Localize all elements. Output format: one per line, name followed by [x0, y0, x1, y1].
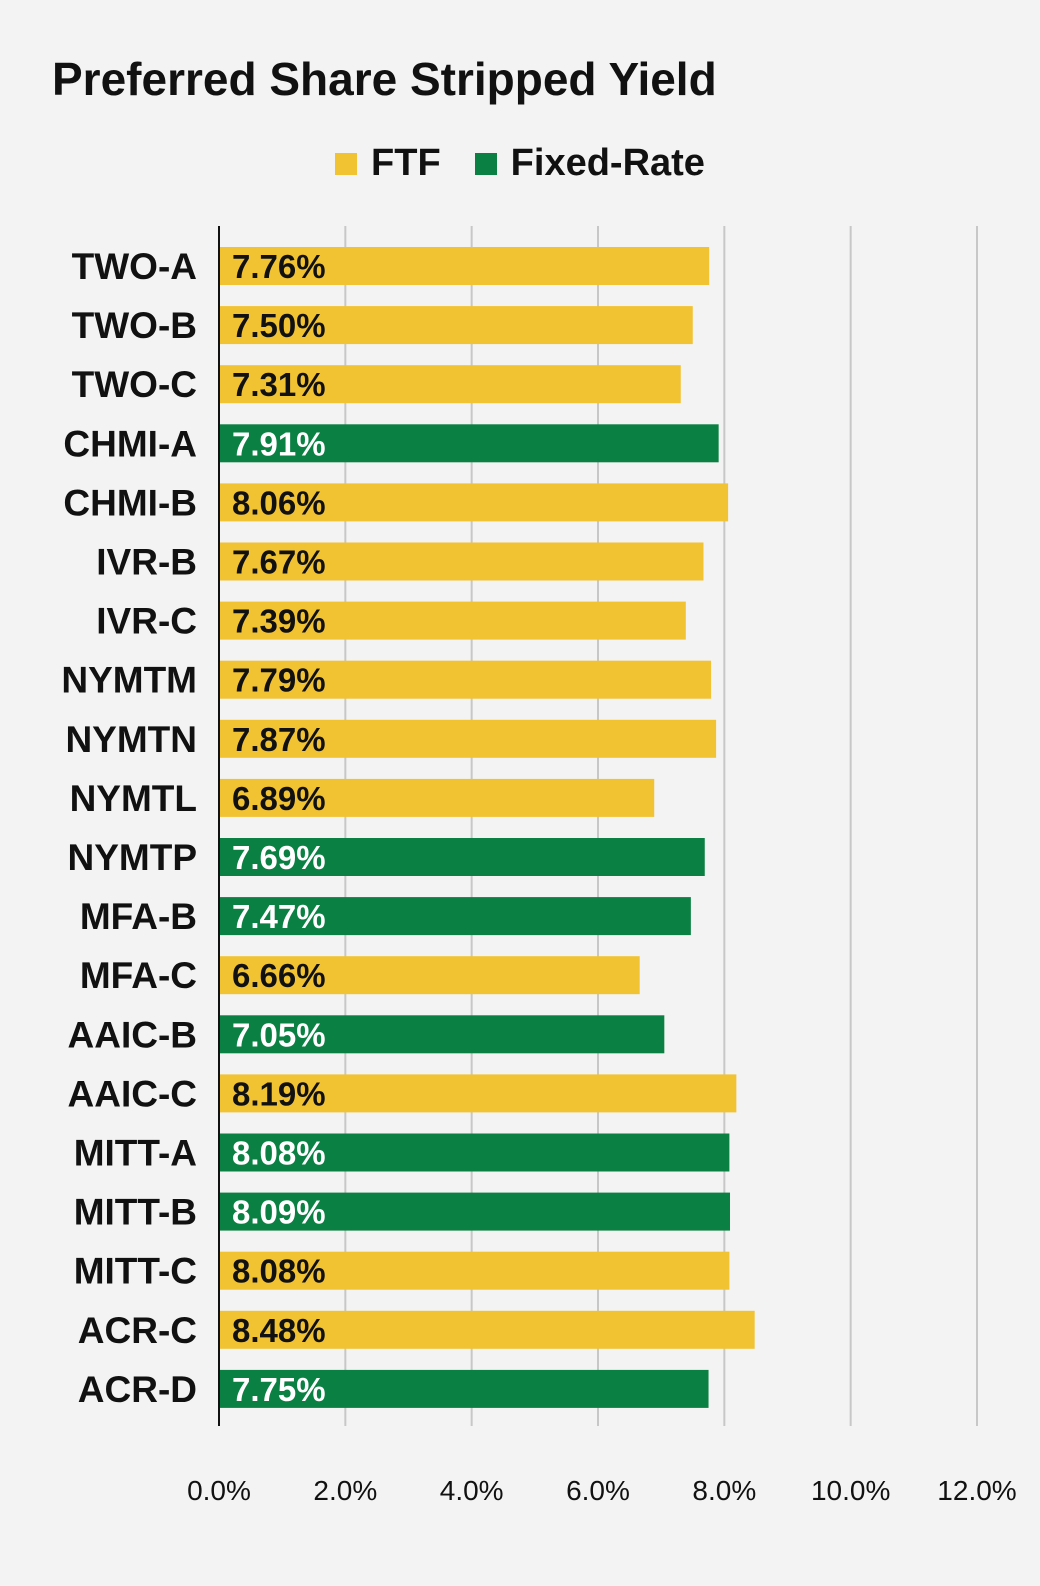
x-tick-label: 0.0%: [187, 1475, 251, 1506]
data-label: 8.48%: [232, 1312, 326, 1349]
data-label: 7.50%: [232, 307, 326, 344]
category-label: TWO-B: [72, 305, 197, 346]
x-tick-label: 6.0%: [566, 1475, 630, 1506]
data-label: 7.91%: [232, 425, 326, 462]
data-label: 7.79%: [232, 662, 326, 699]
bar: [219, 365, 681, 404]
legend: FTF Fixed-Rate: [0, 142, 1040, 185]
category-label: NYMTN: [65, 719, 197, 760]
category-label: TWO-C: [72, 364, 197, 405]
x-tick-label: 8.0%: [692, 1475, 756, 1506]
bar: [219, 424, 719, 463]
bar: [219, 1310, 755, 1349]
category-label: TWO-A: [72, 246, 197, 287]
data-label: 7.39%: [232, 603, 326, 640]
x-tick-label: 2.0%: [313, 1475, 377, 1506]
data-label: 8.19%: [232, 1075, 326, 1112]
data-label: 7.31%: [232, 366, 326, 403]
data-label: 7.67%: [232, 544, 326, 581]
category-label: AAIC-C: [68, 1073, 197, 1114]
bar: [219, 897, 691, 936]
bar: [219, 660, 712, 699]
category-label: NYMTL: [70, 778, 197, 819]
bar: [219, 306, 693, 345]
bar: [219, 542, 704, 581]
data-label: 8.08%: [232, 1253, 326, 1290]
category-label: ACR-C: [78, 1310, 197, 1351]
bar: [219, 1015, 665, 1054]
bar: [219, 483, 729, 522]
bar: [219, 778, 655, 817]
bar: [219, 719, 717, 758]
data-label: 7.05%: [232, 1016, 326, 1053]
data-label: 8.08%: [232, 1135, 326, 1172]
category-label: MITT-B: [74, 1192, 197, 1233]
category-label: MITT-A: [74, 1133, 197, 1174]
data-label: 7.87%: [232, 721, 326, 758]
data-label: 6.89%: [232, 780, 326, 817]
category-label: NYMTM: [61, 660, 197, 701]
category-label: IVR-C: [96, 601, 197, 642]
data-label: 7.75%: [232, 1371, 326, 1408]
category-label: IVR-B: [96, 542, 197, 583]
x-tick-label: 10.0%: [811, 1475, 890, 1506]
legend-swatch-fixed-rate: [474, 152, 497, 175]
category-label: CHMI-A: [63, 423, 197, 464]
chart-title: Preferred Share Stripped Yield: [52, 53, 717, 105]
bar: [219, 1251, 730, 1290]
bar: [219, 1192, 731, 1231]
bar: [219, 247, 710, 285]
legend-item-fixed-rate: Fixed-Rate: [474, 142, 705, 185]
data-label: 8.09%: [232, 1194, 326, 1231]
bar: [219, 601, 686, 640]
legend-item-ftf: FTF: [335, 142, 441, 185]
legend-label-fixed-rate: Fixed-Rate: [510, 142, 705, 184]
bar: [219, 1074, 737, 1113]
data-label: 7.47%: [232, 898, 326, 935]
bar: [219, 956, 640, 995]
x-tick-label: 4.0%: [440, 1475, 504, 1506]
category-label: CHMI-B: [63, 482, 197, 523]
data-label: 6.66%: [232, 957, 326, 994]
category-label: AAIC-B: [68, 1014, 197, 1055]
bar: [219, 1133, 730, 1172]
data-label: 7.69%: [232, 839, 326, 876]
data-label: 7.76%: [232, 248, 326, 285]
category-label: ACR-D: [78, 1369, 197, 1410]
bar: [219, 838, 705, 876]
category-label: NYMTP: [68, 837, 198, 878]
category-label: MFA-C: [80, 955, 197, 996]
data-label: 8.06%: [232, 484, 326, 521]
legend-swatch-ftf: [335, 152, 358, 175]
legend-label-ftf: FTF: [371, 142, 441, 184]
category-label: MITT-C: [74, 1251, 197, 1292]
bar: [219, 1369, 709, 1408]
x-tick-label: 12.0%: [937, 1475, 1016, 1506]
category-label: MFA-B: [80, 896, 197, 937]
